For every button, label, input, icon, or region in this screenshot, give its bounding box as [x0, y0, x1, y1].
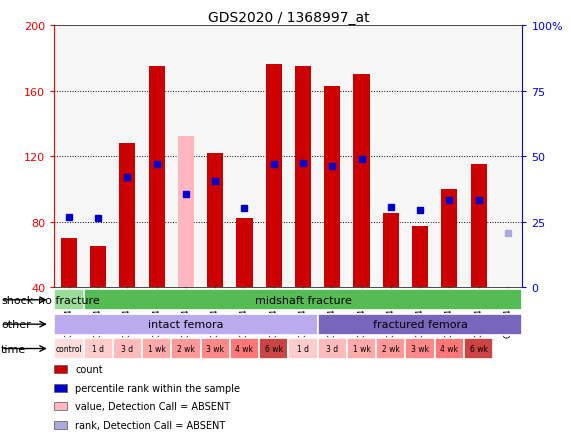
Text: count: count [75, 365, 103, 375]
Bar [493, 26, 522, 287]
Bar [61, 238, 77, 287]
Text: other: other [1, 319, 31, 329]
Bar [383, 214, 399, 287]
Bar [54, 421, 67, 429]
Bar [178, 137, 194, 287]
Text: midshaft fracture: midshaft fracture [255, 295, 351, 305]
Bar [200, 338, 230, 359]
Text: 1 d: 1 d [92, 344, 104, 353]
Bar [54, 384, 67, 392]
Text: fractured femora: fractured femora [372, 319, 468, 329]
Text: percentile rank within the sample: percentile rank within the sample [75, 383, 240, 393]
Bar [113, 26, 142, 287]
Bar [207, 153, 223, 287]
Bar [324, 86, 340, 287]
Text: 3 d: 3 d [326, 344, 338, 353]
Text: 6 wk: 6 wk [469, 344, 488, 353]
Text: intact femora: intact femora [148, 319, 224, 329]
Text: value, Detection Call = ABSENT: value, Detection Call = ABSENT [75, 401, 231, 411]
Bar [347, 26, 376, 287]
Bar [435, 338, 464, 359]
Bar [353, 75, 369, 287]
Bar [347, 338, 376, 359]
Bar [405, 338, 435, 359]
Bar [230, 26, 259, 287]
Bar [317, 314, 522, 335]
Bar [471, 165, 486, 287]
Bar [54, 26, 83, 287]
Bar [83, 289, 522, 311]
Text: rank, Detection Call = ABSENT: rank, Detection Call = ABSENT [75, 420, 226, 430]
Text: 3 d: 3 d [122, 344, 134, 353]
Bar [412, 227, 428, 287]
Bar [54, 365, 67, 374]
Text: 4 wk: 4 wk [235, 344, 254, 353]
Bar [266, 65, 282, 287]
Bar [119, 144, 135, 287]
Bar [259, 338, 288, 359]
Text: 2 wk: 2 wk [382, 344, 400, 353]
Bar [464, 338, 493, 359]
Bar [317, 338, 347, 359]
Text: 1 wk: 1 wk [352, 344, 371, 353]
Text: control: control [55, 344, 82, 353]
Bar [288, 26, 317, 287]
Bar [441, 189, 457, 287]
Bar [171, 26, 200, 287]
Bar [171, 338, 200, 359]
Text: 4 wk: 4 wk [440, 344, 459, 353]
Bar [230, 338, 259, 359]
Bar [54, 402, 67, 411]
Bar [464, 26, 493, 287]
Text: GDS2020 / 1368997_at: GDS2020 / 1368997_at [207, 11, 369, 25]
Text: 6 wk: 6 wk [265, 344, 283, 353]
Bar [295, 67, 311, 287]
Bar [376, 338, 405, 359]
Text: time: time [1, 344, 26, 354]
Bar [54, 289, 83, 311]
Text: 3 wk: 3 wk [411, 344, 429, 353]
Bar [435, 26, 464, 287]
Bar [83, 26, 112, 287]
Bar [236, 219, 252, 287]
Bar [113, 338, 142, 359]
Text: 2 wk: 2 wk [177, 344, 195, 353]
Bar [148, 67, 164, 287]
Bar [142, 338, 171, 359]
Bar [376, 26, 405, 287]
Bar [317, 26, 347, 287]
Bar [83, 338, 113, 359]
Text: 1 d: 1 d [297, 344, 309, 353]
Bar [200, 26, 230, 287]
Bar [142, 26, 171, 287]
Text: no fracture: no fracture [38, 295, 100, 305]
Bar [54, 314, 317, 335]
Bar [54, 338, 83, 359]
Bar [90, 247, 106, 287]
Text: shock: shock [1, 295, 33, 305]
Bar [288, 338, 317, 359]
Bar [259, 26, 288, 287]
Text: 3 wk: 3 wk [206, 344, 224, 353]
Text: 1 wk: 1 wk [148, 344, 166, 353]
Bar [405, 26, 435, 287]
